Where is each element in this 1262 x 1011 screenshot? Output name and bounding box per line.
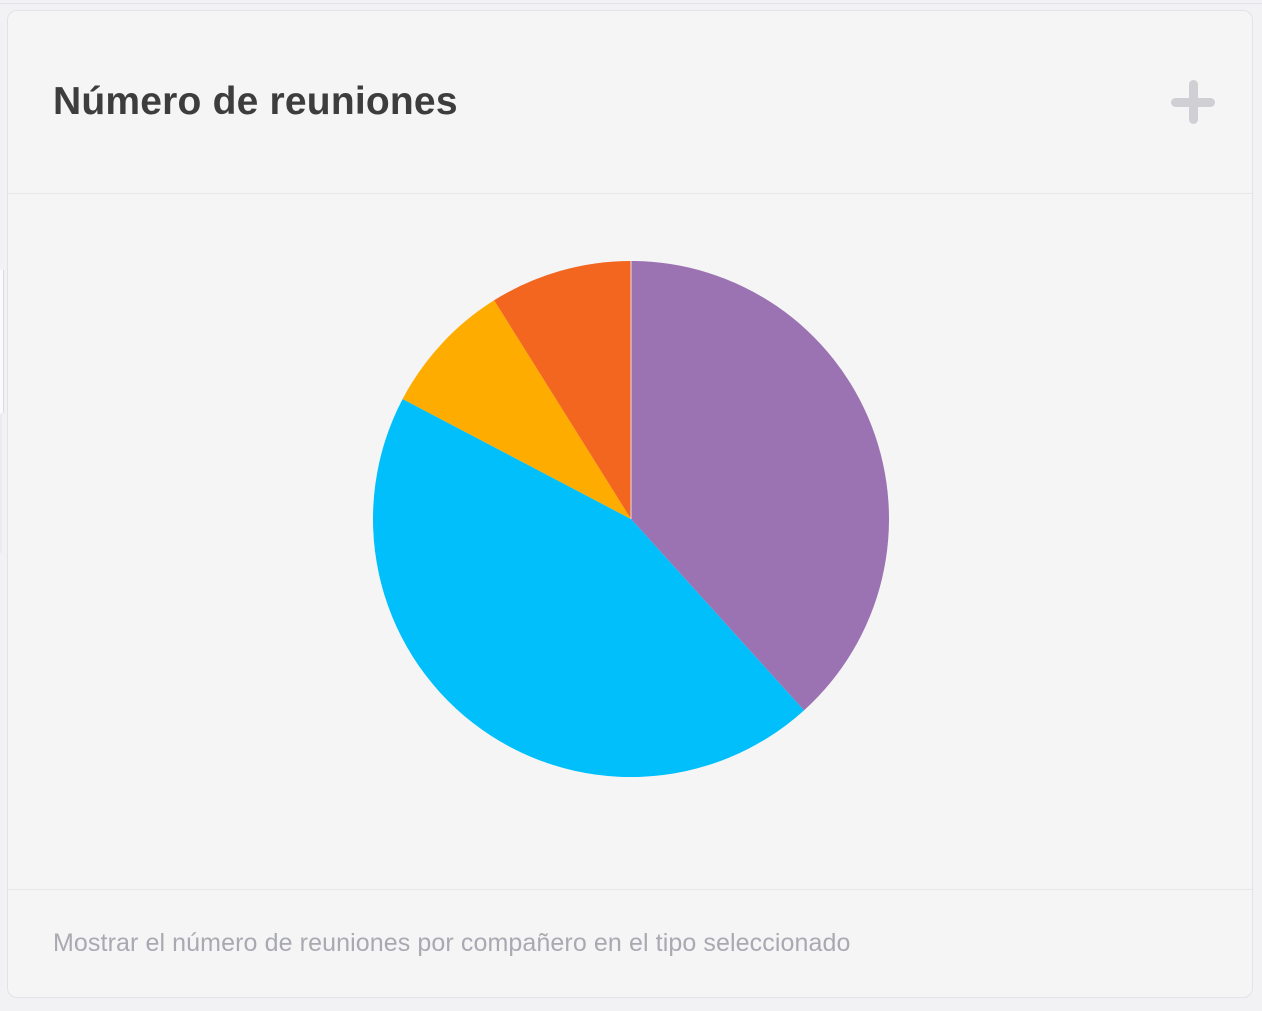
- add-button[interactable]: [1169, 78, 1217, 126]
- top-divider: [0, 3, 1262, 4]
- pie-slice-4[interactable]: [494, 261, 631, 519]
- widget-description: Mostrar el número de reuniones por compa…: [53, 929, 851, 957]
- widget-footer: Mostrar el número de reuniones por compa…: [8, 889, 1252, 997]
- plus-icon: [1189, 80, 1198, 124]
- pie-slice-1[interactable]: [631, 261, 889, 711]
- adjacent-panel-edge-tail: [0, 414, 2, 553]
- pie-slice-3[interactable]: [402, 300, 631, 519]
- pie-chart: [373, 261, 889, 777]
- widget-header: Número de reuniones: [8, 11, 1252, 194]
- widget-title: Número de reuniones: [53, 80, 458, 123]
- adjacent-panel-edge: [0, 270, 4, 413]
- meetings-widget-card: Número de reuniones Mostrar el número de…: [7, 10, 1253, 998]
- pie-slice-2[interactable]: [373, 398, 805, 777]
- chart-area: [8, 195, 1252, 889]
